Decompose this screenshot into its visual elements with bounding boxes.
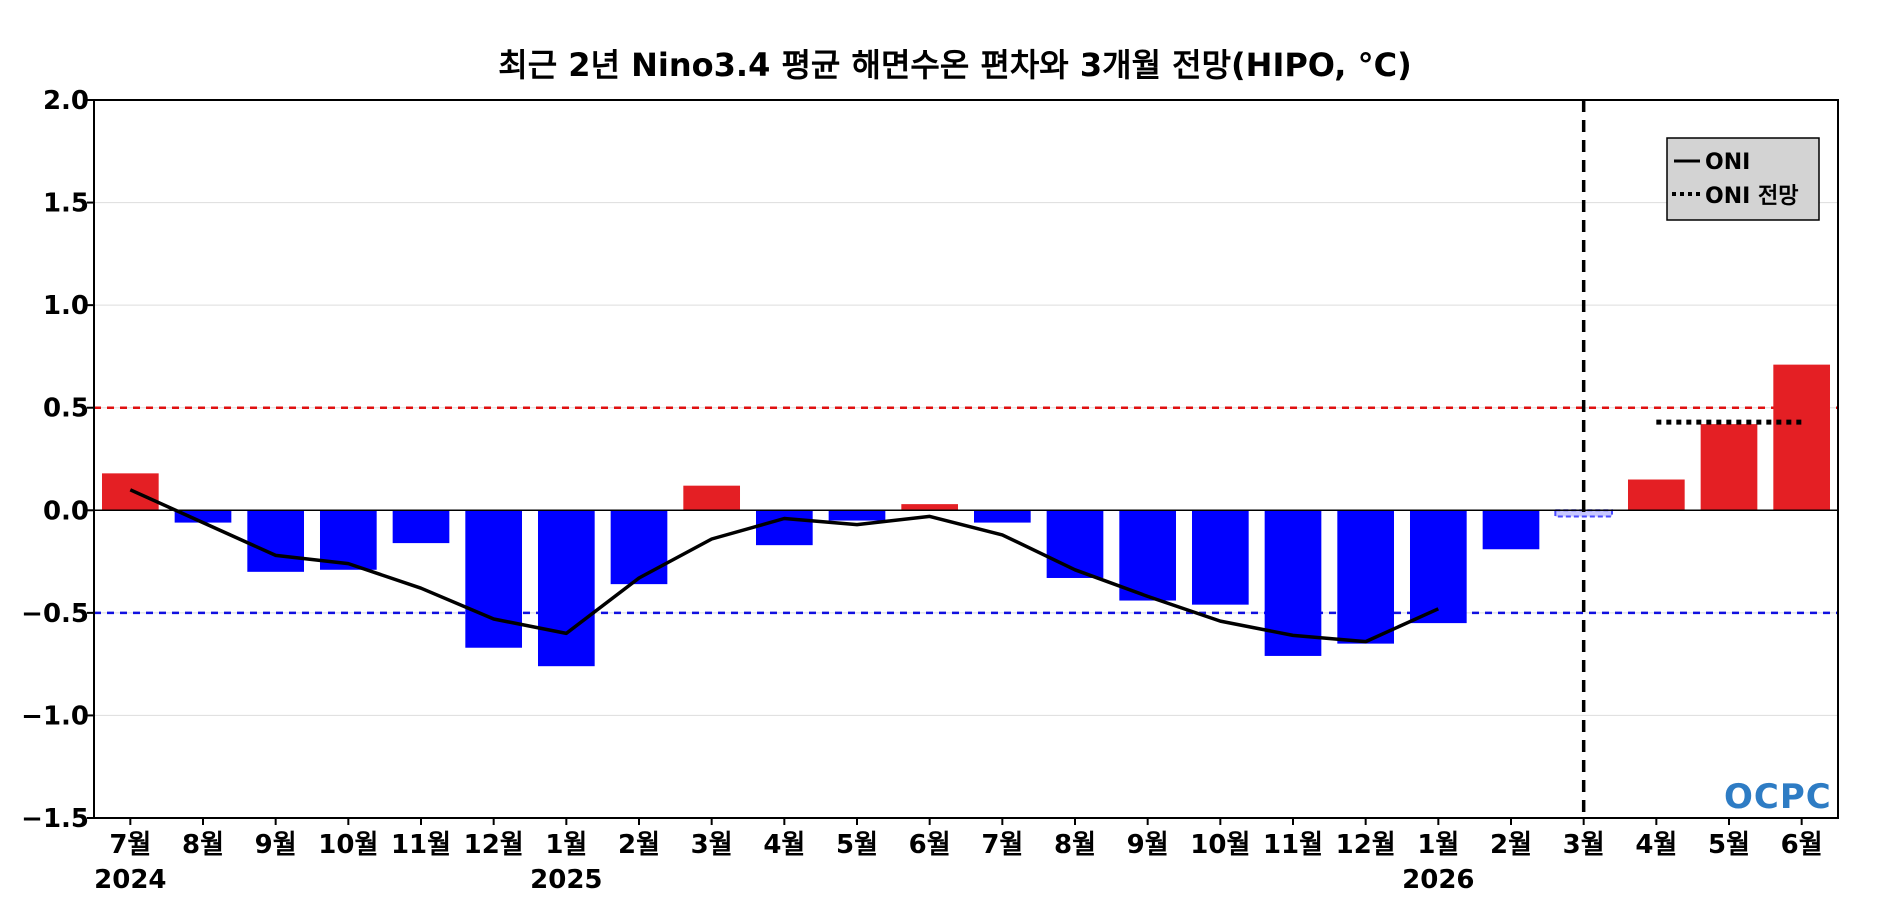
x-tick-label-20: 3월 <box>1563 830 1605 860</box>
y-tick-label-5: −0.5 <box>21 599 89 629</box>
bar-21 <box>1627 479 1685 511</box>
bar-13 <box>1046 510 1104 578</box>
legend-oni-label: ONI <box>1705 150 1750 175</box>
y-tick-label-7: −1.5 <box>21 804 89 834</box>
x-tick-label-21: 4월 <box>1635 830 1677 860</box>
bar-6 <box>537 510 595 667</box>
bar-8 <box>683 485 741 511</box>
chart-title: 최근 2년 Nino3.4 평균 해면수온 편차와 3개월 전망(HIPO, °… <box>498 46 1411 84</box>
tick-labels: 2.0 1.5 1.0 0.5 0.0 −0.5 −1.0 −1.5 7월 8월 9월 10월 11월 1… <box>21 86 1823 895</box>
axes <box>93 99 1839 819</box>
x-tick-label-15: 10월 <box>1190 830 1250 860</box>
x-tick-label-11: 6월 <box>909 830 951 860</box>
y-tick-label-3: 0.5 <box>43 394 89 424</box>
x-tick-label-5: 12월 <box>464 830 524 860</box>
legend-oni-forecast-label: ONI 전망 <box>1705 184 1798 209</box>
year-label-1: 2025 <box>530 865 602 895</box>
bar-0 <box>101 473 159 511</box>
x-tick-label-22: 5월 <box>1708 830 1750 860</box>
x-tick-label-4: 11월 <box>391 830 451 860</box>
bar-18 <box>1409 510 1467 624</box>
bar-9 <box>755 510 813 546</box>
threshold-lines <box>94 406 1838 615</box>
x-tick-label-16: 11월 <box>1263 830 1323 860</box>
bars <box>101 364 1831 667</box>
x-tick-label-10: 5월 <box>836 830 878 860</box>
x-tick-label-2: 9월 <box>255 830 297 860</box>
x-tick-label-17: 12월 <box>1336 830 1396 860</box>
x-tick-label-3: 10월 <box>318 830 378 860</box>
grid-lines <box>94 99 1838 819</box>
bar-19 <box>1482 510 1540 550</box>
bar-2 <box>247 510 305 572</box>
legend-box <box>1666 137 1820 221</box>
bar-4 <box>392 510 450 544</box>
oni-line <box>129 488 1440 644</box>
x-tick-label-0: 7월 <box>109 830 151 860</box>
bar-5 <box>465 510 523 648</box>
bar-1 <box>174 510 232 523</box>
y-tick-label-1: 1.5 <box>43 189 89 219</box>
x-tick-label-9: 4월 <box>763 830 805 860</box>
x-tick-label-14: 9월 <box>1127 830 1169 860</box>
y-tick-label-4: 0.0 <box>43 496 89 526</box>
bar-15 <box>1191 510 1249 605</box>
bar-14 <box>1119 510 1177 601</box>
x-tick-label-1: 8월 <box>182 830 224 860</box>
bar-17 <box>1337 510 1395 644</box>
bar-11 <box>901 504 959 511</box>
year-label-0: 2024 <box>94 865 166 895</box>
ocpc-logo: OCPC <box>1724 777 1832 817</box>
x-tick-label-12: 7월 <box>981 830 1023 860</box>
bar-22 <box>1700 424 1758 511</box>
bar-7 <box>610 510 668 585</box>
x-tick-label-8: 3월 <box>691 830 733 860</box>
y-tick-label-2: 1.0 <box>43 291 89 321</box>
y-tick-label-0: 2.0 <box>43 86 89 116</box>
year-label-2: 2026 <box>1402 865 1474 895</box>
x-tick-label-6: 1월 <box>545 830 587 860</box>
x-tick-label-18: 1월 <box>1417 830 1459 860</box>
oni-lines <box>129 419 1802 644</box>
bar-12 <box>973 510 1031 523</box>
x-tick-label-7: 2월 <box>618 830 660 860</box>
x-tick-label-13: 8월 <box>1054 830 1096 860</box>
legend: ONI ONI 전망 <box>1666 137 1820 221</box>
x-tick-label-23: 6월 <box>1781 830 1823 860</box>
bar-10 <box>828 510 886 521</box>
plot-frame <box>93 99 1839 819</box>
bar-23 <box>1773 364 1831 511</box>
y-tick-label-6: −1.0 <box>21 701 89 731</box>
x-tick-label-19: 2월 <box>1490 830 1532 860</box>
ocpc-logo-text: OCPC <box>1724 777 1832 817</box>
